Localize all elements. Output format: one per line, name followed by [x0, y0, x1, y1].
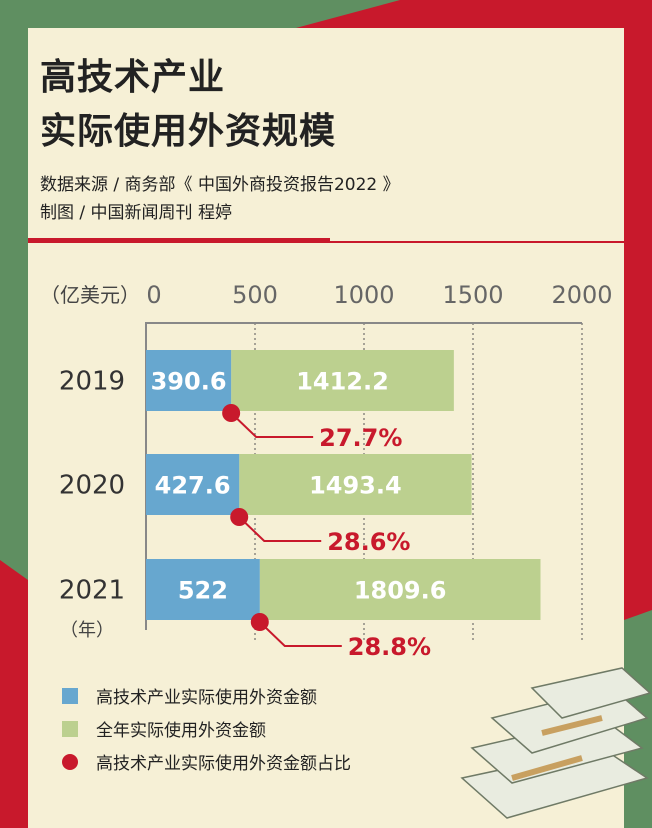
- bar-total: [231, 350, 454, 411]
- axis-frame: [145, 322, 582, 630]
- ratio-label: 27.7%: [319, 424, 402, 452]
- bar-total: [239, 454, 472, 515]
- legend-label: 高技术产业实际使用外资金额占比: [96, 754, 351, 774]
- unit-label: （亿美元）: [40, 283, 140, 307]
- legend-total: 全年实际使用外资金额: [62, 716, 266, 741]
- money-stack-illustration: [460, 667, 652, 819]
- divider-accent: [28, 238, 330, 243]
- x-tick-label: 2000: [551, 281, 612, 309]
- ratio-label: 28.8%: [348, 633, 431, 661]
- ratio-leader-line: [259, 621, 342, 647]
- title-line2: 实际使用外资规模: [40, 111, 337, 152]
- legend-swatch-green: [62, 720, 78, 737]
- ratio-leader-line: [230, 412, 314, 438]
- x-tick-label: 0: [146, 281, 161, 309]
- year-unit-label: （年）: [60, 620, 114, 641]
- ratio-dot: [230, 508, 249, 526]
- legend-swatch-blue: [62, 687, 78, 704]
- x-tick-label: 1500: [442, 281, 503, 309]
- legend-dot-red: [62, 753, 78, 770]
- card: [28, 28, 624, 828]
- bar-high-tech: [146, 559, 260, 620]
- ratio-leader-line: [238, 516, 322, 542]
- bar-label-high-tech: 427.6: [155, 472, 231, 500]
- bar-chart: （亿美元） （年） 0 500 1000 1500 2000 2019 390.6 1412…: [40, 281, 613, 661]
- x-tick-label: 1000: [333, 281, 394, 309]
- legend-label: 高技术产业实际使用外资金额: [96, 688, 317, 708]
- source-text: 数据来源 / 商务部《 中国外商投资报告2022 》: [40, 175, 400, 195]
- category-label: 2019: [59, 367, 125, 397]
- title-line1: 高技术产业: [40, 57, 226, 98]
- x-tick-label: 500: [232, 281, 278, 309]
- legend-ratio: 高技术产业实际使用外资金额占比: [62, 749, 351, 774]
- ratio-dot: [250, 613, 269, 631]
- bar-high-tech: [146, 454, 240, 515]
- legend-high-tech: 高技术产业实际使用外资金额: [62, 683, 317, 708]
- bar-label-total: 1412.2: [296, 368, 389, 396]
- legend-label: 全年实际使用外资金额: [96, 721, 266, 741]
- category-label: 2020: [59, 471, 125, 501]
- bar-label-high-tech: 390.6: [151, 368, 227, 396]
- ratio-label: 28.6%: [327, 528, 410, 556]
- bar-label-total: 1809.6: [354, 577, 447, 605]
- credit-text: 制图 / 中国新闻周刊 程婷: [40, 203, 232, 223]
- bar-total: [259, 559, 541, 620]
- bar-label-high-tech: 522: [178, 577, 228, 605]
- ratio-dot: [222, 404, 241, 422]
- bar-high-tech: [146, 350, 232, 411]
- category-label: 2021: [59, 576, 125, 606]
- bar-label-total: 1493.4: [309, 472, 402, 500]
